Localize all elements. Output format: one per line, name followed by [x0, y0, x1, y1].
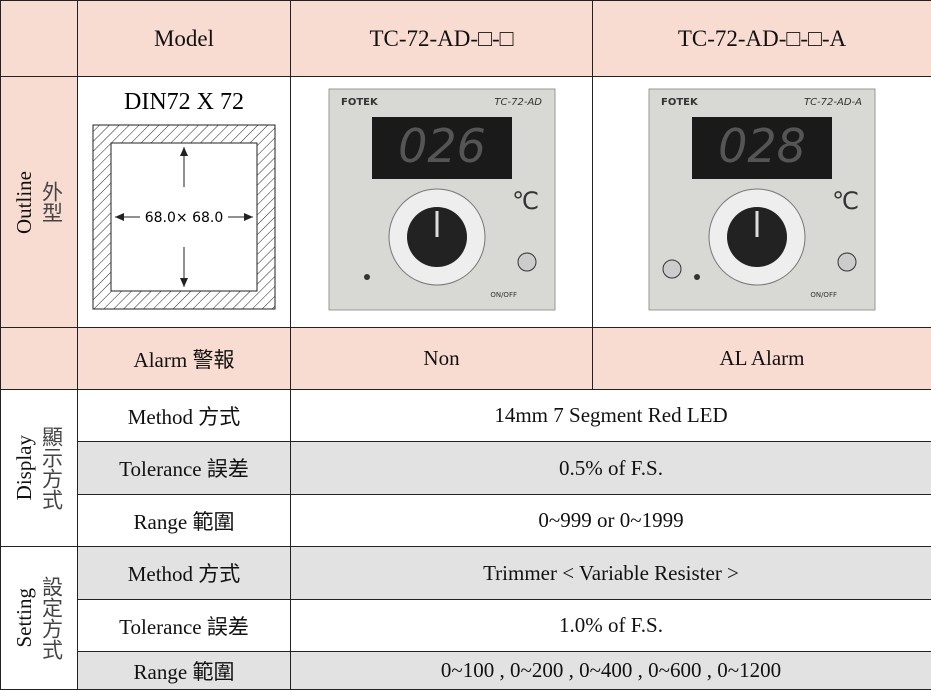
led-indicator — [364, 274, 370, 280]
value-cell: 1.0% of F.S. — [291, 600, 931, 652]
value-cell: 0.5% of F.S. — [291, 442, 931, 495]
header-cell: TC-72-AD-□-□ — [291, 1, 593, 77]
led-digits: 028 — [718, 119, 806, 173]
knob — [838, 253, 856, 271]
group-label-zh: 顯示方式 — [37, 426, 67, 510]
header-cell: Model — [78, 1, 291, 77]
alarm-row: Alarm 警報 Non AL Alarm — [1, 328, 931, 390]
photo-cell: FOTEK TC-72-AD 026 ℃ ON/OFF — [291, 77, 593, 328]
led-indicator — [694, 274, 700, 280]
group-label-zh: 設定方式 — [37, 576, 67, 660]
unit: ℃ — [832, 187, 859, 215]
row-label-cell: Method 方式 — [78, 390, 291, 442]
photo-cell: FOTEK TC-72-AD-A 028 ℃ ON/OFF — [593, 77, 931, 328]
dimension-label: 68.0× 68.0 — [145, 210, 224, 226]
knob — [518, 253, 536, 271]
value-cell: 0~100 , 0~200 , 0~400 , 0~600 , 0~1200 — [291, 652, 931, 690]
outline-cell: DIN72 X 72 68.0× 68.0 — [78, 77, 291, 328]
spec-row: Range 範圍 0~100 , 0~200 , 0~400 , 0~600 ,… — [1, 652, 931, 690]
din-label: DIN72 X 72 — [124, 89, 244, 115]
brand: FOTEK — [341, 97, 379, 108]
header-row: Model TC-72-AD-□-□ TC-72-AD-□-□-A — [1, 1, 931, 77]
row-label-cell: Range 範圍 — [78, 495, 291, 547]
row-label-zh: 外型 — [37, 181, 67, 223]
group-label: Display — [12, 435, 37, 500]
value-cell: Trimmer < Variable Resister > — [291, 547, 931, 600]
product-photo: FOTEK TC-72-AD 026 ℃ ON/OFF — [327, 87, 557, 312]
row-label-cell: Alarm 警報 — [78, 328, 291, 390]
outline-diagram: DIN72 X 72 68.0× 68.0 — [78, 77, 291, 321]
model: TC-72-AD — [494, 97, 542, 108]
header-cell: TC-72-AD-□-□-A — [593, 1, 931, 77]
value-cell: Non — [291, 328, 593, 390]
group-label: Setting — [12, 588, 37, 648]
value-cell: 14mm 7 Segment Red LED — [291, 390, 931, 442]
row-label-cell: Tolerance 誤差 — [78, 600, 291, 652]
switch-label: ON/OFF — [490, 291, 517, 299]
led-digits: 026 — [398, 119, 486, 173]
knob — [663, 260, 681, 278]
model: TC-72-AD-A — [804, 97, 862, 108]
unit: ℃ — [512, 187, 539, 215]
row-label-cell: Range 範圍 — [78, 652, 291, 690]
page: Model TC-72-AD-□-□ TC-72-AD-□-□-A Outlin… — [0, 0, 931, 683]
corner-cell — [1, 1, 78, 77]
spec-row: Tolerance 誤差 0.5% of F.S. — [1, 442, 931, 495]
brand: FOTEK — [661, 97, 699, 108]
value-cell: AL Alarm — [593, 328, 931, 390]
spec-row: Tolerance 誤差 1.0% of F.S. — [1, 600, 931, 652]
spec-table: Model TC-72-AD-□-□ TC-72-AD-□-□-A Outlin… — [0, 0, 931, 690]
product-photo: FOTEK TC-72-AD-A 028 ℃ ON/OFF — [647, 87, 877, 312]
row-label-cell: Tolerance 誤差 — [78, 442, 291, 495]
value-cell: 0~999 or 0~1999 — [291, 495, 931, 547]
switch-label: ON/OFF — [810, 291, 837, 299]
row-label: Outline — [12, 171, 37, 234]
spec-row: Range 範圍 0~999 or 0~1999 — [1, 495, 931, 547]
corner-cell — [1, 328, 78, 390]
row-label-cell: Method 方式 — [78, 547, 291, 600]
